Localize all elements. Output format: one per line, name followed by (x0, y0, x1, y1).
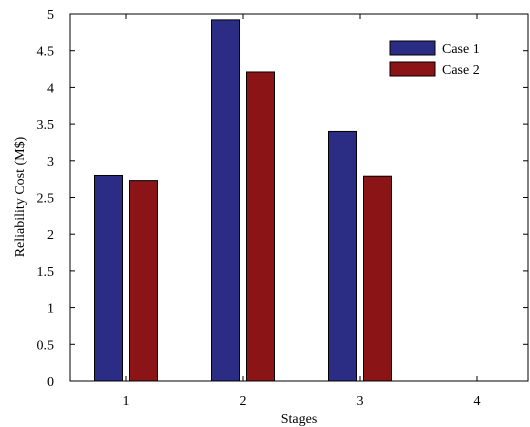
legend-label: Case 2 (442, 63, 480, 78)
y-axis-label: Reliability Cost (M$) (13, 136, 28, 257)
y-tick-label: 5 (47, 8, 54, 23)
legend-swatch (389, 61, 436, 77)
legend: Case 1 Case 2 (389, 40, 480, 78)
bar-case-1-stage-3 (328, 130, 357, 382)
legend-label: Case 1 (442, 42, 480, 57)
y-tick-label: 2 (47, 228, 54, 243)
y-tick-label: 0 (47, 375, 54, 390)
bar-case-2-stage-1 (129, 180, 158, 382)
y-tick-label: 1.5 (37, 265, 55, 280)
y-tick-label: 1 (47, 302, 54, 317)
x-axis-ticks: 1 2 3 4 (123, 14, 481, 409)
x-axis-label: Stages (281, 412, 318, 427)
x-tick-label: 2 (240, 394, 247, 409)
x-tick-label: 3 (357, 394, 364, 409)
y-tick-label: 0.5 (37, 338, 55, 353)
legend-swatch (389, 40, 436, 56)
bar-case-1-stage-1 (94, 174, 123, 382)
bar-case-2-stage-2 (246, 71, 275, 382)
x-tick-label: 4 (474, 394, 481, 409)
y-tick-label: 3.5 (37, 118, 55, 133)
y-tick-label: 4.5 (37, 45, 55, 60)
y-axis-ticks: 0 0.5 1 1.5 2 2.5 3 3.5 4 4.5 5 (37, 8, 528, 390)
bar-case-1-stage-2 (211, 19, 240, 382)
bar-case-2-stage-3 (363, 175, 392, 382)
bar-series (94, 19, 392, 382)
y-tick-label: 3 (47, 155, 54, 170)
y-tick-label: 2.5 (37, 192, 55, 207)
x-tick-label: 1 (123, 394, 130, 409)
y-tick-label: 4 (47, 81, 54, 96)
